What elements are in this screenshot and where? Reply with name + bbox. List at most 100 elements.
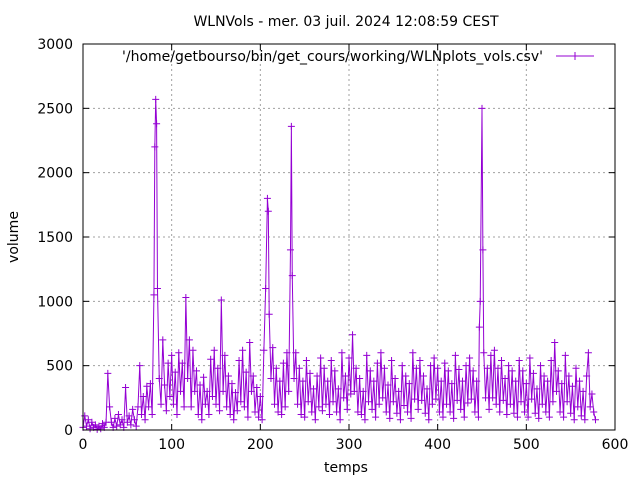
data-point: [494, 364, 502, 372]
data-point: [419, 372, 427, 380]
data-point: [185, 336, 193, 344]
data-point: [134, 403, 142, 411]
data-point: [143, 382, 151, 390]
data-point: [320, 364, 328, 372]
data-point: [166, 393, 174, 401]
data-point: [161, 381, 169, 389]
data-point: [219, 387, 227, 395]
data-point: [568, 382, 576, 390]
data-point: [196, 381, 204, 389]
data-point: [267, 375, 275, 383]
data-point: [402, 372, 410, 380]
y-tick-label: 1500: [37, 230, 73, 246]
data-point: [471, 408, 479, 416]
data-point: [524, 413, 532, 421]
data-point: [405, 380, 413, 388]
data-point: [490, 346, 498, 354]
data-point: [441, 359, 449, 367]
data-point: [247, 387, 255, 395]
data-point: [310, 385, 318, 393]
data-point: [99, 420, 107, 428]
data-point: [329, 398, 337, 406]
data-point: [521, 408, 529, 416]
data-point: [201, 400, 209, 408]
data-point: [388, 357, 396, 365]
data-point: [526, 354, 534, 362]
y-tick-labels: 0 500 1000 1500 2000 2500 3000: [37, 37, 73, 439]
data-point: [306, 369, 314, 377]
data-point: [214, 364, 222, 372]
data-point: [274, 408, 282, 416]
data-point: [113, 422, 121, 430]
data-point: [579, 387, 587, 395]
data-point: [501, 375, 509, 383]
data-point: [182, 293, 190, 301]
data-point: [513, 413, 521, 421]
data-point: [106, 403, 114, 411]
data-point: [560, 413, 568, 421]
data-point: [88, 418, 96, 426]
data-point: [421, 409, 429, 417]
tick-marks: [82, 43, 616, 431]
data-point: [444, 367, 452, 375]
data-point: [547, 357, 555, 365]
data-point: [132, 422, 140, 430]
data-point: [336, 416, 344, 424]
data-point: [499, 396, 507, 404]
data-point: [506, 400, 514, 408]
data-point: [331, 367, 339, 375]
data-point: [292, 349, 300, 357]
data-point: [145, 403, 153, 411]
data-point: [556, 408, 564, 416]
data-point: [324, 377, 332, 385]
data-point: [363, 351, 371, 359]
data-point: [508, 367, 516, 375]
data-point: [235, 357, 243, 365]
data-point: [91, 421, 99, 429]
data-point: [439, 413, 447, 421]
data-point: [123, 418, 131, 426]
data-point: [453, 396, 461, 404]
data-point: [552, 387, 560, 395]
data-point: [561, 351, 569, 359]
data-point: [327, 357, 335, 365]
data-point: [457, 405, 465, 413]
series-group: [79, 95, 599, 433]
data-point: [269, 344, 277, 352]
data-point: [563, 398, 571, 406]
data-point: [368, 405, 376, 413]
data-point: [224, 372, 232, 380]
y-tick-label: 2000: [37, 166, 73, 182]
data-point: [505, 362, 513, 370]
x-tick-labels: 0 100 200 300 400 500 600: [79, 437, 629, 453]
data-point: [586, 403, 594, 411]
data-point: [146, 380, 154, 388]
data-point: [540, 372, 548, 380]
data-point: [251, 408, 259, 416]
x-tick-label: 500: [513, 437, 540, 453]
data-point: [288, 272, 296, 280]
data-point: [372, 413, 380, 421]
data-point: [577, 412, 585, 420]
data-point: [184, 375, 192, 383]
data-point: [464, 399, 472, 407]
data-point: [356, 375, 364, 383]
data-point: [265, 310, 273, 318]
data-point: [207, 355, 215, 363]
data-point: [450, 414, 458, 422]
data-point: [570, 416, 578, 424]
data-point: [230, 416, 238, 424]
data-point: [567, 409, 575, 417]
legend-label: '/home/getbourso/bin/get_cours/working/W…: [122, 49, 543, 65]
data-point: [200, 373, 208, 381]
data-point: [279, 359, 287, 367]
data-point: [434, 364, 442, 372]
data-point: [537, 362, 545, 370]
data-point: [290, 375, 298, 383]
data-point: [485, 405, 493, 413]
data-point: [84, 416, 92, 424]
data-point: [276, 377, 284, 385]
data-point: [281, 403, 289, 411]
data-point: [393, 409, 401, 417]
data-point: [223, 403, 231, 411]
